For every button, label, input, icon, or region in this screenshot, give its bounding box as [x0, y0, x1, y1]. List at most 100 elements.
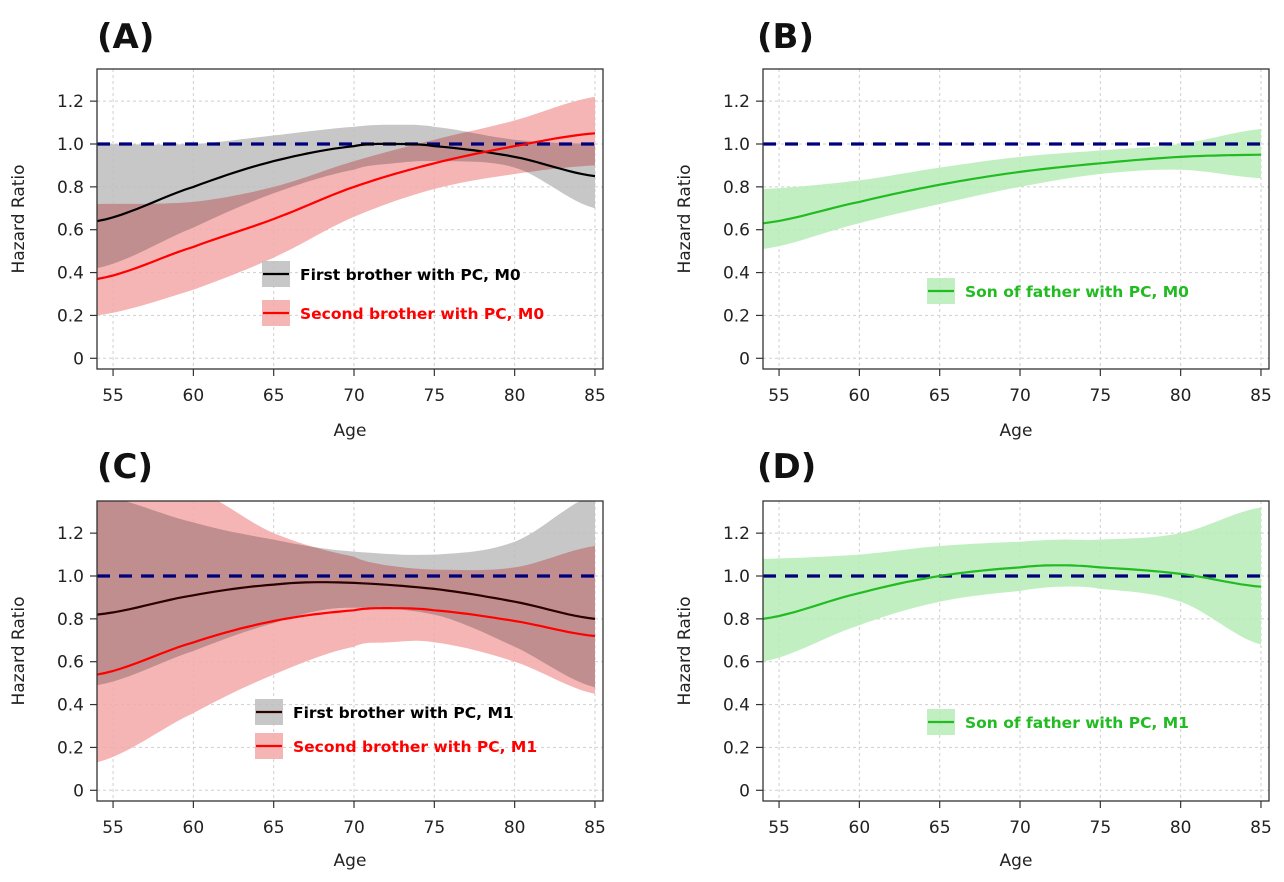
y-tick-label: 0: [73, 349, 84, 369]
legend-label: Second brother with PC, M1: [293, 738, 537, 756]
x-tick-label: 75: [424, 386, 446, 406]
series-line-1: [97, 581, 596, 620]
legend-label: First brother with PC, M1: [293, 704, 514, 722]
x-tick-label: 70: [343, 386, 365, 406]
x-tick-label: 60: [849, 818, 871, 838]
y-tick-label: 0.6: [57, 653, 84, 673]
plot-area: [97, 501, 603, 763]
x-tick-label: 65: [263, 818, 285, 838]
plot-frame: [96, 68, 604, 370]
y-tick-label: 0.8: [57, 610, 84, 630]
y-tick-label: 1.0: [723, 135, 750, 155]
x-tick-label: 65: [929, 818, 951, 838]
panel-1: (A) 55 60 65 70 75 80 85 0 0.2 0.4 0.6 0.8 1.0 1.2 Age H…: [9, 17, 606, 441]
x-axis-title: Age: [334, 851, 367, 871]
x-tick-label: 70: [343, 818, 365, 838]
x-tick-label: 55: [102, 386, 124, 406]
y-axis-title: Hazard Ratio: [675, 164, 695, 273]
confidence-band-1: [763, 507, 1261, 662]
x-tick-label: 70: [1009, 386, 1031, 406]
y-tick-label: 0.4: [723, 264, 750, 284]
y-tick-label: 1.2: [723, 524, 750, 544]
plot-frame: [762, 500, 1270, 802]
legend: First brother with PC, M1 Second brother …: [255, 699, 537, 759]
y-axis-title: Hazard Ratio: [9, 596, 29, 705]
x-axis-title: Age: [334, 421, 367, 441]
x-tick-label: 60: [183, 386, 205, 406]
x-tick-label: 75: [424, 818, 446, 838]
y-tick-label: 0.4: [723, 696, 750, 716]
series-line-1: [97, 142, 596, 223]
x-axis-title: Age: [1000, 421, 1033, 441]
confidence-band-2: [97, 501, 595, 763]
x-tick-label: 85: [1250, 818, 1272, 838]
legend-label: Son of father with PC, M1: [965, 714, 1189, 732]
x-tick-label: 85: [584, 818, 606, 838]
y-axis-title: Hazard Ratio: [9, 164, 29, 273]
panel-2: (B) 55 60 65 70 75 80 85 0 0.2 0.4 0.6 0.8 1.0 1.2 Age H…: [675, 17, 1272, 441]
x-tick-label: 85: [1250, 386, 1272, 406]
y-tick-label: 0.2: [57, 738, 84, 758]
y-tick-label: 0: [739, 349, 750, 369]
legend: Son of father with PC, M1: [927, 709, 1189, 735]
plot-frame: [762, 68, 1270, 370]
panel-letter: (B): [757, 17, 814, 57]
y-tick-label: 0.6: [723, 653, 750, 673]
panel-4: (D) 55 60 65 70 75 80 85 0 0.2 0.4 0.6 0.8 1.0 1.2 Age H…: [675, 447, 1272, 871]
plot-area: [97, 96, 603, 316]
legend-label: First brother with PC, M0: [300, 266, 521, 284]
y-tick-label: 0.4: [57, 264, 84, 284]
y-tick-label: 1.0: [57, 567, 84, 587]
series-line-2: [97, 607, 596, 676]
plot-area: [763, 129, 1269, 249]
y-tick-label: 1.2: [57, 524, 84, 544]
x-tick-label: 55: [102, 818, 124, 838]
y-tick-label: 0.8: [57, 178, 84, 198]
y-axis-title: Hazard Ratio: [675, 596, 695, 705]
series-line-1: [763, 564, 1262, 620]
y-tick-label: 0.8: [723, 610, 750, 630]
y-tick-label: 1.0: [723, 567, 750, 587]
y-tick-label: 1.2: [723, 92, 750, 112]
x-tick-label: 75: [1090, 818, 1112, 838]
y-tick-label: 0.6: [723, 221, 750, 241]
y-tick-label: 0.2: [723, 306, 750, 326]
y-tick-label: 0.6: [57, 221, 84, 241]
legend-label: Second brother with PC, M0: [300, 305, 544, 323]
x-tick-label: 80: [504, 818, 526, 838]
x-tick-label: 80: [1170, 818, 1192, 838]
x-tick-label: 65: [263, 386, 285, 406]
confidence-band-2: [97, 96, 595, 316]
x-tick-label: 80: [504, 386, 526, 406]
legend-label: Son of father with PC, M0: [965, 283, 1189, 301]
legend: First brother with PC, M0 Second brother …: [262, 261, 544, 326]
series-line-1: [763, 153, 1262, 225]
x-axis-title: Age: [1000, 851, 1033, 871]
panel-letter: (A): [97, 17, 154, 57]
x-tick-label: 80: [1170, 386, 1192, 406]
x-tick-label: 60: [849, 386, 871, 406]
y-tick-label: 0.2: [723, 738, 750, 758]
confidence-band-1: [763, 129, 1261, 249]
y-tick-label: 1.2: [57, 92, 84, 112]
y-tick-label: 0.4: [57, 696, 84, 716]
x-tick-label: 60: [183, 818, 205, 838]
x-tick-label: 85: [584, 386, 606, 406]
x-tick-label: 65: [929, 386, 951, 406]
y-tick-label: 0.8: [723, 178, 750, 198]
panel-letter: (D): [757, 447, 816, 487]
y-tick-label: 0.2: [57, 306, 84, 326]
y-tick-label: 0: [73, 781, 84, 801]
panel-3: (C) 55 60 65 70 75 80 85 0 0.2 0.4 0.6 0.8 1.0 1.2 Age H…: [9, 447, 606, 871]
x-tick-label: 55: [768, 818, 790, 838]
legend: Son of father with PC, M0: [927, 278, 1189, 304]
plot-frame: [96, 500, 604, 802]
x-tick-label: 70: [1009, 818, 1031, 838]
series-line-2: [97, 132, 596, 281]
plot-area: [763, 507, 1269, 662]
x-tick-label: 55: [768, 386, 790, 406]
x-tick-label: 75: [1090, 386, 1112, 406]
y-tick-label: 0: [739, 781, 750, 801]
panel-letter: (C): [97, 447, 153, 487]
